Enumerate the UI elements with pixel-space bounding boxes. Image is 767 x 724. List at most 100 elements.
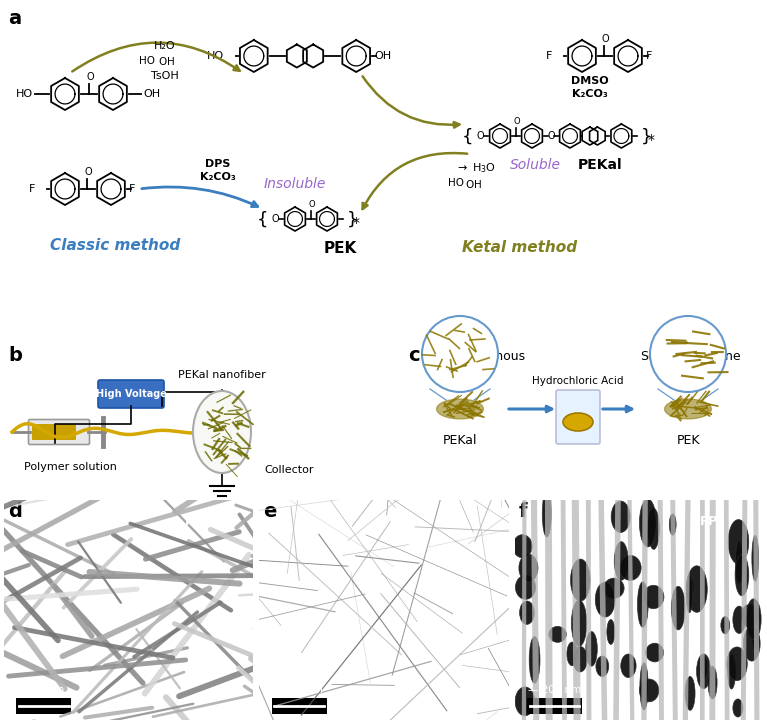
Text: Collector: Collector <box>264 465 314 475</box>
Text: e: e <box>263 502 276 521</box>
Ellipse shape <box>436 399 483 419</box>
Ellipse shape <box>671 586 685 630</box>
Ellipse shape <box>646 643 663 662</box>
Ellipse shape <box>728 654 736 689</box>
Text: PP: PP <box>700 515 718 528</box>
Text: GF: GF <box>444 515 463 528</box>
Text: a: a <box>8 9 21 28</box>
Ellipse shape <box>708 666 717 699</box>
Ellipse shape <box>648 508 660 550</box>
Ellipse shape <box>736 541 743 583</box>
Text: — 200 nm: — 200 nm <box>528 685 581 695</box>
Text: HO: HO <box>206 51 224 61</box>
Ellipse shape <box>193 391 251 473</box>
Ellipse shape <box>752 535 759 581</box>
Text: PEK: PEK <box>676 434 700 447</box>
Ellipse shape <box>732 606 746 634</box>
Ellipse shape <box>519 601 535 624</box>
Text: Insoluble: Insoluble <box>264 177 326 191</box>
Text: O: O <box>272 214 279 224</box>
Ellipse shape <box>607 620 615 644</box>
Text: High Voltage: High Voltage <box>96 389 166 399</box>
Ellipse shape <box>696 654 711 689</box>
Ellipse shape <box>542 490 551 537</box>
Ellipse shape <box>515 576 535 599</box>
Text: $\mathsf{\/}$OH: $\mathsf{\/}$OH <box>157 55 176 67</box>
Text: K₂CO₃: K₂CO₃ <box>572 89 608 99</box>
Ellipse shape <box>685 676 695 710</box>
Ellipse shape <box>637 582 648 627</box>
Text: O: O <box>476 131 484 141</box>
Text: Amorphous: Amorphous <box>454 350 525 363</box>
Text: PEKal: PEKal <box>443 434 477 447</box>
Text: PEKal: PEKal <box>578 158 622 172</box>
Text: d: d <box>8 502 22 521</box>
FancyBboxPatch shape <box>32 424 76 440</box>
FancyBboxPatch shape <box>28 419 90 445</box>
Text: K₂CO₃: K₂CO₃ <box>200 172 236 182</box>
Text: — 20 μm: — 20 μm <box>276 685 322 695</box>
Text: DPS: DPS <box>206 159 231 169</box>
Text: b: b <box>8 346 22 365</box>
Text: HO: HO <box>448 178 464 188</box>
Text: PEKal nanofiber: PEKal nanofiber <box>178 370 266 380</box>
Ellipse shape <box>567 642 578 666</box>
Ellipse shape <box>515 687 535 716</box>
Text: H₂O: H₂O <box>154 41 176 51</box>
Ellipse shape <box>571 559 590 601</box>
Ellipse shape <box>727 647 747 681</box>
Ellipse shape <box>595 582 615 617</box>
Bar <box>272 698 327 714</box>
Ellipse shape <box>586 631 597 666</box>
Text: OH: OH <box>143 89 160 99</box>
Text: PEK: PEK <box>185 515 212 528</box>
Ellipse shape <box>563 413 593 431</box>
Text: O: O <box>514 117 520 126</box>
Ellipse shape <box>643 585 664 609</box>
Text: F: F <box>129 184 135 194</box>
Text: DMSO: DMSO <box>571 76 609 86</box>
Ellipse shape <box>735 555 749 596</box>
Ellipse shape <box>549 626 566 642</box>
Ellipse shape <box>701 656 708 679</box>
Text: $\}$: $\}$ <box>346 209 357 229</box>
Ellipse shape <box>611 501 630 532</box>
Ellipse shape <box>571 600 587 647</box>
Bar <box>527 698 582 714</box>
Text: $\}$: $\}$ <box>640 126 651 146</box>
Text: F: F <box>28 184 35 194</box>
Ellipse shape <box>604 578 624 598</box>
Bar <box>16 698 71 714</box>
Text: F: F <box>545 51 552 61</box>
Text: O: O <box>86 72 94 82</box>
Ellipse shape <box>614 542 628 581</box>
Text: Semi-crystalline: Semi-crystalline <box>640 350 740 363</box>
Text: $\mathsf{\/\/}$OH: $\mathsf{\/\/}$OH <box>462 178 482 190</box>
Ellipse shape <box>728 520 749 564</box>
Ellipse shape <box>640 662 648 710</box>
Text: F: F <box>646 51 653 61</box>
Text: $\{$: $\{$ <box>255 209 267 229</box>
Text: $\rightarrow$ H$_3$O: $\rightarrow$ H$_3$O <box>455 161 496 175</box>
Text: — 2 μm: — 2 μm <box>24 685 64 695</box>
Ellipse shape <box>721 617 729 634</box>
FancyBboxPatch shape <box>98 380 164 408</box>
Text: O: O <box>308 200 315 209</box>
Ellipse shape <box>513 535 532 557</box>
Circle shape <box>650 316 726 392</box>
Ellipse shape <box>620 555 641 581</box>
Ellipse shape <box>529 636 540 683</box>
Text: Hydrochloric Acid: Hydrochloric Acid <box>532 376 624 386</box>
Text: O: O <box>84 167 92 177</box>
Text: *: * <box>353 216 360 230</box>
Ellipse shape <box>573 647 588 672</box>
Ellipse shape <box>752 631 759 649</box>
Ellipse shape <box>746 599 761 640</box>
Ellipse shape <box>686 565 707 613</box>
Text: OH: OH <box>374 51 391 61</box>
Ellipse shape <box>640 679 659 702</box>
Circle shape <box>422 316 498 392</box>
Text: *: * <box>647 133 654 147</box>
Text: O: O <box>601 34 609 44</box>
Ellipse shape <box>670 514 676 535</box>
